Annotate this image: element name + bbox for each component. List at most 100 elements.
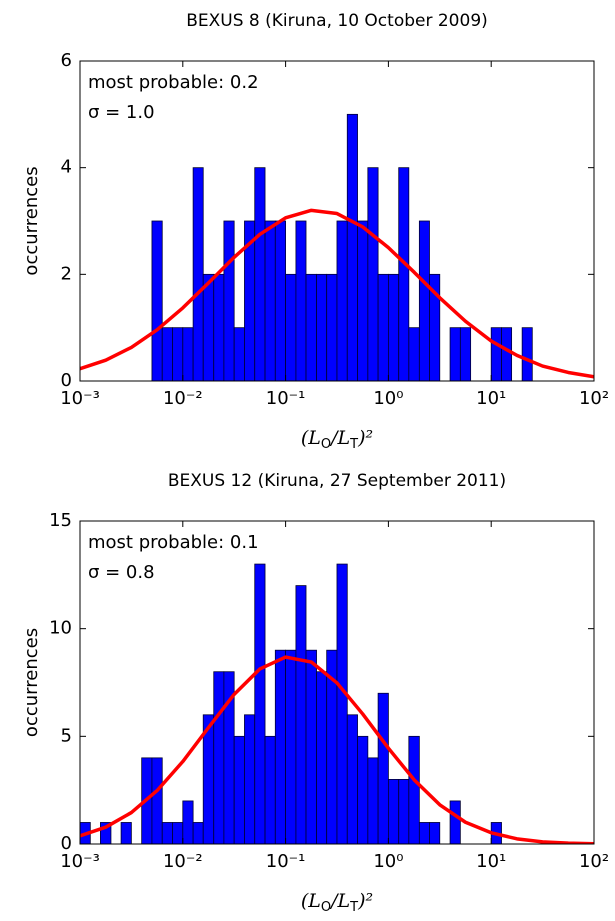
bar	[336, 220, 348, 382]
bar	[264, 735, 276, 845]
bar	[418, 822, 430, 845]
x-tick-label: 10⁻¹	[266, 388, 306, 409]
bar	[285, 273, 297, 382]
x-tick-label: 10⁻³	[60, 851, 100, 872]
x-tick-label: 10⁻¹	[266, 851, 306, 872]
chart-title: BEXUS 12 (Kiruna, 27 September 2011)	[168, 471, 506, 491]
bar	[387, 273, 400, 382]
bar	[274, 220, 286, 382]
bar	[295, 585, 307, 845]
x-label-part: O	[321, 900, 331, 915]
y-tick-label: 6	[61, 50, 72, 71]
y-tick-label: 0	[61, 370, 72, 391]
bar	[192, 167, 204, 382]
bar	[490, 327, 502, 382]
bar	[449, 800, 461, 845]
bar	[346, 113, 358, 382]
y-tick-label: 0	[61, 833, 72, 854]
bar	[357, 735, 369, 845]
bar	[316, 273, 328, 382]
bar	[192, 822, 204, 845]
bar	[521, 327, 533, 382]
x-label-part: T	[349, 900, 358, 915]
x-label-part: O	[321, 437, 331, 452]
bar	[501, 327, 513, 382]
bar	[377, 692, 389, 845]
bar	[151, 220, 163, 382]
bar	[233, 735, 245, 845]
x-tick-label: 10⁰	[373, 388, 403, 409]
bar	[274, 649, 286, 845]
fit-curve	[80, 208, 594, 379]
annotation: σ = 0.8	[88, 562, 155, 583]
bar	[367, 167, 379, 382]
chart-title: BEXUS 8 (Kiruna, 10 October 2009)	[186, 11, 488, 31]
annotation: σ = 1.0	[88, 102, 155, 123]
y-tick-label: 15	[49, 510, 72, 531]
x-tick-label: 10¹	[476, 388, 506, 409]
bar	[449, 327, 461, 382]
bar	[377, 273, 389, 382]
y-tick-label: 10	[49, 618, 72, 639]
bar	[254, 563, 266, 845]
bar	[398, 779, 410, 845]
bar	[233, 327, 245, 382]
bar	[182, 800, 194, 845]
x-tick-label: 10⁻²	[163, 388, 203, 409]
bar	[316, 671, 328, 845]
bar	[418, 220, 430, 382]
bar	[172, 822, 184, 845]
x-tick-label: 10⁻²	[163, 851, 203, 872]
x-tick-label: 10²	[579, 388, 609, 409]
bar	[408, 327, 420, 382]
x-axis-label: (LO/LT)²	[301, 427, 373, 452]
bar	[182, 327, 194, 382]
x-label-part: (L	[301, 890, 321, 912]
x-label-part: )²	[357, 427, 373, 449]
x-tick-label: 10²	[579, 851, 609, 872]
bar	[336, 563, 348, 845]
bar	[223, 220, 235, 382]
y-axis-label: occurrences	[21, 628, 42, 737]
bar	[326, 273, 338, 382]
plot-frame	[79, 520, 595, 845]
bar	[202, 273, 215, 382]
x-tick-label: 10¹	[476, 851, 506, 872]
bar	[367, 757, 379, 845]
annotation: most probable: 0.2	[88, 72, 259, 93]
bar	[254, 167, 266, 382]
x-label-part: /L	[329, 427, 350, 449]
bar	[408, 735, 420, 845]
x-label-part: T	[349, 437, 358, 452]
bar	[357, 220, 369, 382]
x-tick-label: 10⁰	[373, 851, 403, 872]
y-axis-label: occurrences	[21, 166, 42, 275]
x-label-part: (L	[301, 427, 321, 449]
x-label-part: )²	[357, 890, 373, 912]
bar	[172, 327, 184, 382]
bar	[295, 220, 307, 382]
y-tick-label: 4	[61, 157, 72, 178]
bar	[429, 822, 441, 845]
fit-curve	[80, 655, 594, 844]
bar	[213, 671, 225, 845]
bar	[305, 649, 317, 845]
bar	[264, 220, 276, 382]
plot-frame	[79, 60, 595, 382]
y-tick-label: 2	[61, 263, 72, 284]
bar	[213, 273, 225, 382]
bar	[161, 822, 173, 845]
bar	[459, 327, 472, 382]
bar	[161, 327, 173, 382]
bar	[305, 273, 317, 382]
bar	[285, 649, 297, 845]
bar	[387, 779, 400, 845]
bar	[244, 714, 256, 845]
annotation: most probable: 0.1	[88, 532, 259, 553]
x-tick-label: 10⁻³	[60, 388, 100, 409]
x-axis-label: (LO/LT)²	[301, 890, 373, 915]
y-tick-label: 5	[61, 725, 72, 746]
bar	[120, 822, 132, 845]
bar	[398, 167, 410, 382]
